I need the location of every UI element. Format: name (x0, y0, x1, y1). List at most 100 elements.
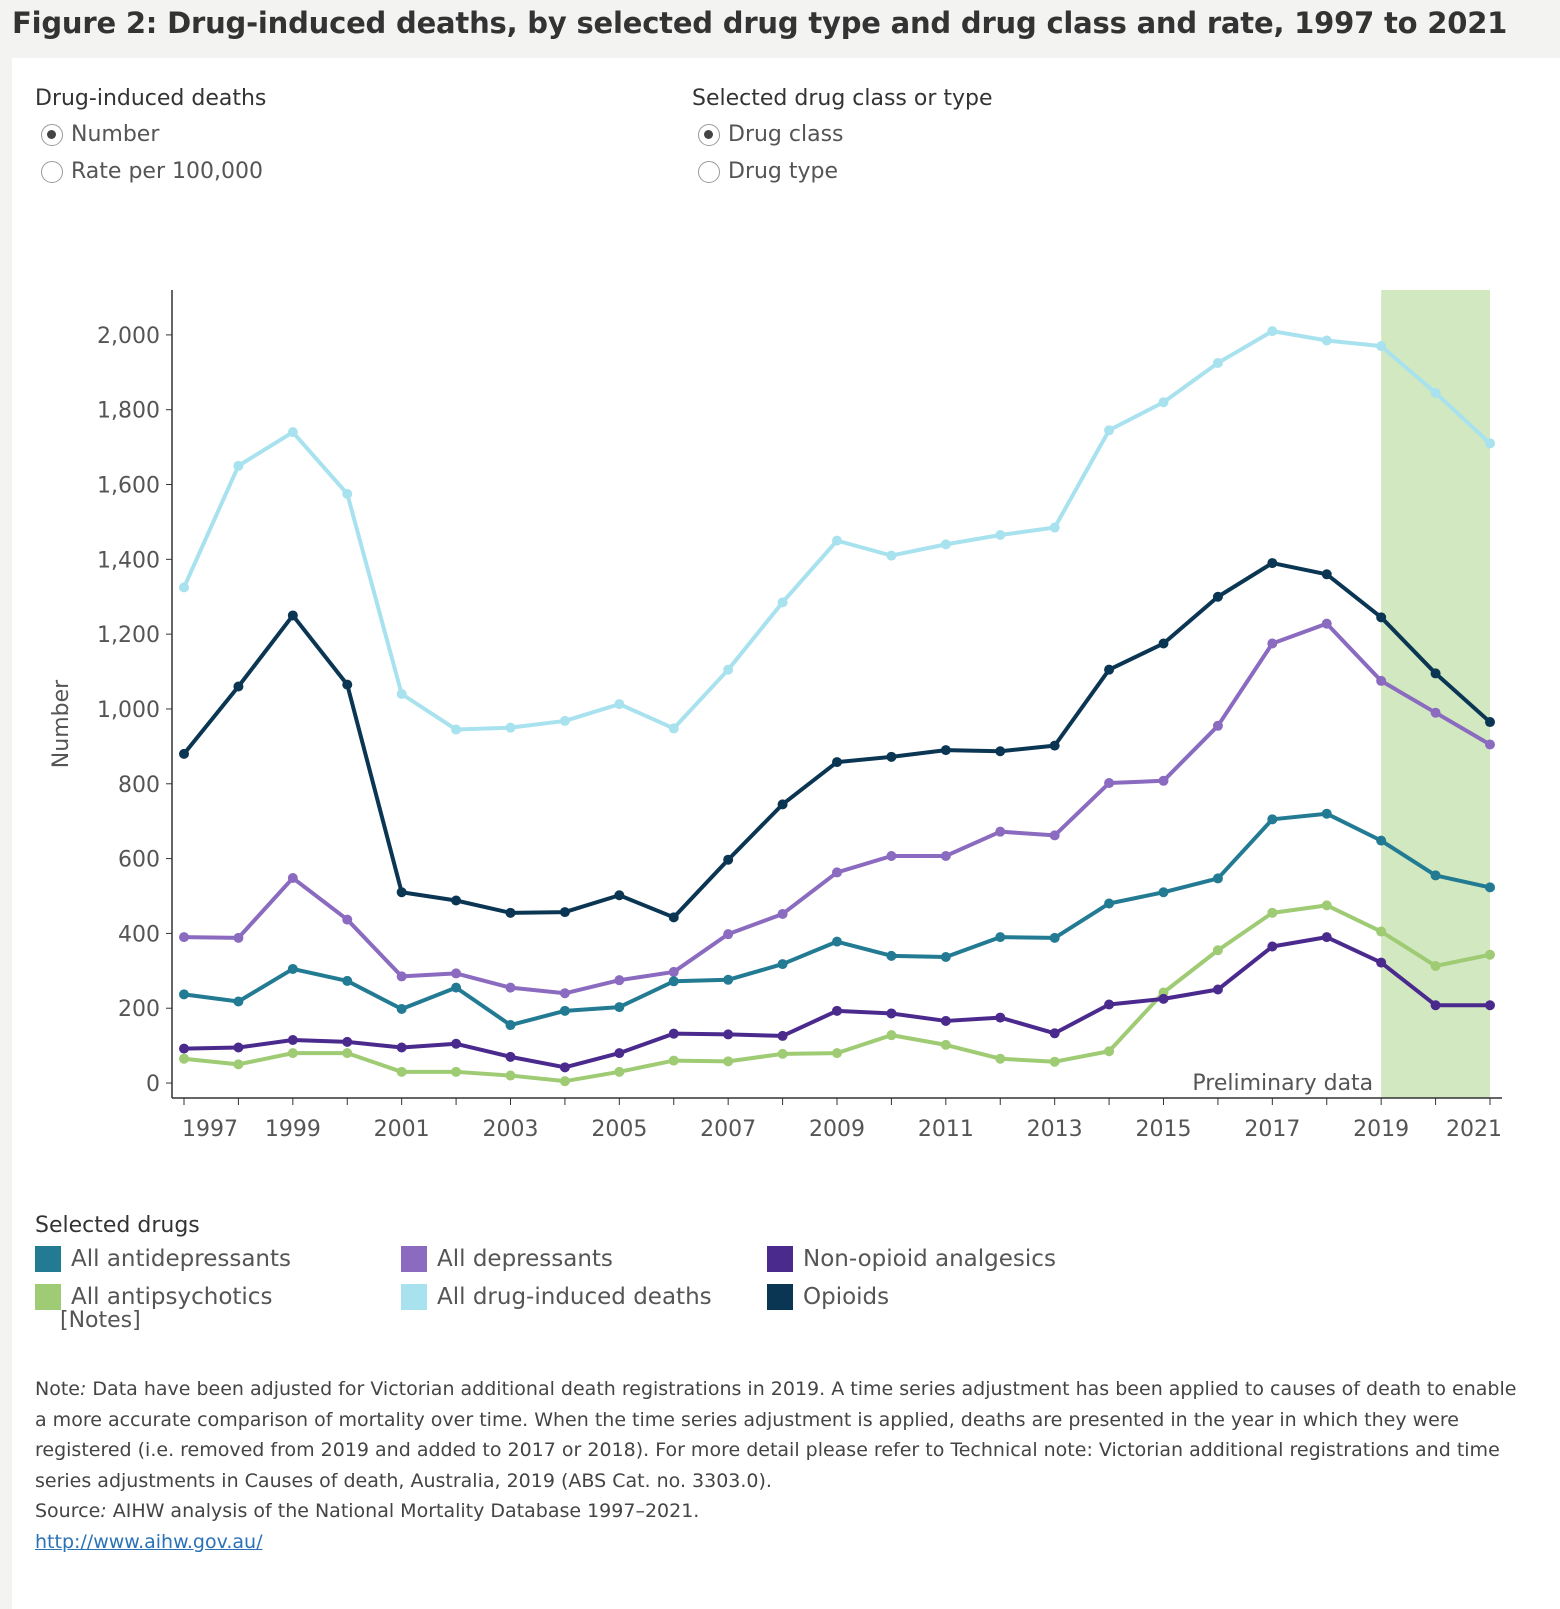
data-point-opioids (559, 907, 570, 918)
radio-number-label: Number (71, 122, 160, 147)
data-point-all-depressants (1485, 739, 1495, 750)
data-point-all-antipsychotics (668, 1055, 679, 1066)
x-tick-label: 1997 (182, 1117, 238, 1142)
legend-item-all-depressants[interactable]: All depressants (401, 1244, 767, 1274)
data-point-non-opioid-analgesics (1485, 1000, 1495, 1011)
data-point-all-antipsychotics (287, 1048, 298, 1059)
footnote-source: Source: AIHW analysis of the National Mo… (35, 1500, 700, 1522)
legend-item-all-antidepressants[interactable]: All antidepressants (35, 1244, 401, 1274)
data-point-opioids (287, 610, 298, 621)
data-point-all-depressants (233, 932, 244, 943)
data-point-all-drug-induced-deaths (287, 427, 298, 438)
data-point-all-antipsychotics (1049, 1056, 1060, 1067)
radio-number[interactable]: Number (35, 116, 266, 153)
legend-item-non-opioid-analgesics[interactable]: Non-opioid analgesics (767, 1244, 1133, 1274)
data-point-all-depressants (1267, 638, 1278, 649)
legend-item-opioids[interactable]: Opioids (767, 1282, 1133, 1312)
x-tick-label: 2001 (374, 1117, 430, 1142)
data-point-all-drug-induced-deaths (614, 699, 625, 710)
radio-drug-class[interactable]: Drug class (692, 116, 993, 153)
data-point-all-antipsychotics (614, 1066, 625, 1077)
data-point-all-antipsychotics (396, 1066, 407, 1077)
data-point-opioids (396, 887, 407, 898)
data-point-all-antipsychotics (886, 1030, 897, 1041)
data-point-opioids (1376, 612, 1387, 623)
data-point-all-depressants (723, 929, 734, 940)
y-tick-label: 1,600 (97, 474, 160, 499)
data-point-all-drug-induced-deaths (1485, 438, 1495, 449)
legend-item-all-antipsychotics[interactable]: All antipsychotics (35, 1282, 401, 1312)
data-point-non-opioid-analgesics (1212, 984, 1223, 995)
data-point-all-depressants (1321, 618, 1332, 629)
series-line-non-opioid-analgesics (183, 935, 1490, 1070)
y-tick-label: 400 (118, 922, 160, 947)
data-point-all-drug-induced-deaths (451, 724, 462, 735)
data-point-opioids (1158, 638, 1169, 649)
legend-swatch (35, 1246, 61, 1272)
legend-label: All antipsychotics (71, 1284, 273, 1310)
data-point-all-antidepressants (1049, 932, 1060, 943)
data-point-opioids (1104, 664, 1115, 675)
data-point-all-drug-induced-deaths (396, 689, 407, 699)
data-point-all-drug-induced-deaths (342, 488, 353, 499)
data-point-opioids (995, 746, 1006, 757)
footnote-note: Note: Data have been adjusted for Victor… (35, 1378, 1517, 1492)
radio-checked-icon[interactable] (698, 123, 720, 146)
data-point-non-opioid-analgesics (233, 1042, 244, 1053)
data-point-all-antidepressants (940, 951, 951, 962)
data-point-all-depressants (342, 914, 353, 925)
data-point-all-depressants (777, 908, 788, 919)
data-point-all-antipsychotics (723, 1056, 734, 1067)
data-point-non-opioid-analgesics (451, 1038, 462, 1049)
data-point-all-antidepressants (1485, 882, 1495, 893)
legend-swatch (35, 1284, 61, 1310)
data-point-opioids (1485, 717, 1495, 728)
data-point-all-antidepressants (287, 963, 298, 974)
x-tick-label: 2019 (1353, 1117, 1409, 1142)
data-point-opioids (233, 681, 244, 692)
radio-rate[interactable]: Rate per 100,000 (35, 153, 266, 190)
data-point-all-antidepressants (233, 996, 244, 1007)
data-point-all-antidepressants (995, 932, 1006, 943)
data-point-opioids (777, 799, 788, 810)
radio-drug-type[interactable]: Drug type (692, 153, 993, 190)
data-point-all-depressants (1158, 775, 1169, 786)
data-point-all-antipsychotics (559, 1076, 570, 1087)
x-tick-label: 1999 (265, 1117, 321, 1142)
data-point-all-depressants (396, 971, 407, 982)
legend-label: Opioids (803, 1284, 890, 1310)
aihw-link[interactable]: http://www.aihw.gov.au/ (35, 1530, 263, 1553)
y-tick-label: 200 (118, 997, 160, 1022)
data-point-all-drug-induced-deaths (1104, 425, 1115, 436)
data-point-non-opioid-analgesics (723, 1029, 734, 1040)
data-point-opioids (179, 748, 189, 759)
data-point-all-antipsychotics (342, 1048, 353, 1059)
data-point-opioids (342, 679, 353, 690)
drug-group-control-title: Selected drug class or type (692, 86, 993, 111)
data-point-all-depressants (559, 988, 570, 999)
data-point-non-opioid-analgesics (287, 1035, 298, 1046)
footnote: Note: Data have been adjusted for Victor… (35, 1374, 1525, 1557)
radio-unchecked-icon[interactable] (698, 160, 720, 183)
data-point-all-depressants (451, 968, 462, 979)
data-point-all-drug-induced-deaths (1430, 387, 1441, 398)
y-tick-label: 1,200 (97, 623, 160, 648)
legend-label: All depressants (437, 1246, 613, 1272)
data-point-all-antidepressants (1212, 873, 1223, 884)
data-point-all-antipsychotics (777, 1048, 788, 1059)
notes-link[interactable]: [Notes] (60, 1308, 141, 1333)
legend-item-all-drug-induced-deaths[interactable]: All drug-induced deaths (401, 1282, 767, 1312)
data-point-all-depressants (1212, 720, 1223, 731)
data-point-all-drug-induced-deaths (559, 715, 570, 726)
data-point-opioids (1321, 569, 1332, 580)
radio-unchecked-icon[interactable] (41, 160, 63, 183)
chart-panel: Drug-induced deaths Number Rate per 100,… (12, 58, 1560, 1609)
data-point-non-opioid-analgesics (940, 1015, 951, 1026)
data-point-non-opioid-analgesics (995, 1012, 1006, 1023)
data-point-all-antipsychotics (1485, 949, 1495, 960)
x-tick-label: 2017 (1244, 1117, 1300, 1142)
data-point-all-depressants (1430, 707, 1441, 718)
data-point-non-opioid-analgesics (668, 1028, 679, 1039)
radio-checked-icon[interactable] (41, 123, 63, 146)
legend-title: Selected drugs (35, 1213, 200, 1238)
